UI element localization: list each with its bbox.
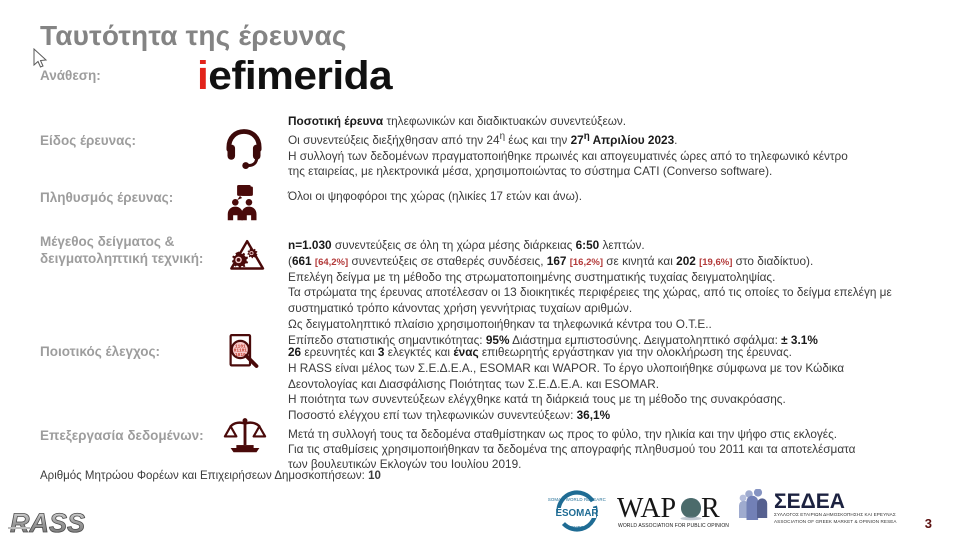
svg-text:R: R: [701, 493, 720, 524]
svg-text:ESOMAR WORLD RESEARCH: ESOMAR WORLD RESEARCH: [548, 497, 606, 502]
svg-text:1010: 1010: [235, 352, 246, 358]
svg-text:WORLD ASSOCIATION FOR PUBLIC O: WORLD ASSOCIATION FOR PUBLIC OPINION RES…: [618, 523, 730, 529]
svg-text:MEMBER: MEMBER: [568, 525, 586, 530]
svg-text:ESOMAR: ESOMAR: [555, 508, 598, 519]
svg-text:ASSOCIATION OF GREEK MARKET &: ASSOCIATION OF GREEK MARKET & OPINION RE…: [774, 519, 897, 524]
svg-text:WAP: WAP: [617, 493, 676, 524]
svg-text:ΣΕΔΕΑ: ΣΕΔΕΑ: [774, 490, 845, 513]
svg-text:ΣΥΛΛΟΓΟΣ ΕΤΑΙΡΙΩΝ ΔΗΜΟΣΚΟΠΗΣΗΣ: ΣΥΛΛΟΓΟΣ ΕΤΑΙΡΙΩΝ ΔΗΜΟΣΚΟΠΗΣΗΣ ΚΑΙ ΕΡΕΥΝ…: [774, 512, 897, 517]
svg-text:RASS: RASS: [10, 508, 85, 538]
